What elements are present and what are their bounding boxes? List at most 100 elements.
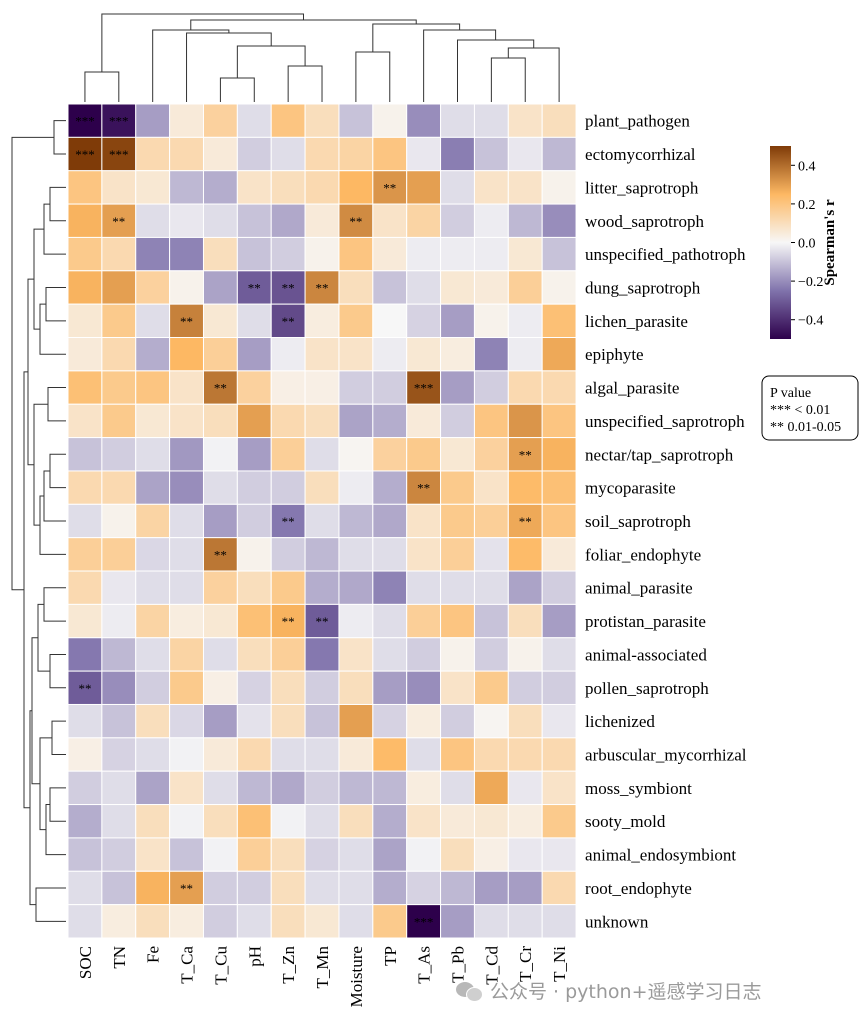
heatmap-cell bbox=[372, 870, 408, 906]
dendrogram-link bbox=[490, 57, 526, 102]
heatmap-cell bbox=[338, 337, 374, 372]
heatmap-cell bbox=[236, 904, 272, 939]
heatmap-cell bbox=[406, 703, 442, 739]
heatmap-cell bbox=[202, 136, 238, 172]
row-label: animal-associated bbox=[585, 645, 707, 664]
dendrogram-link bbox=[49, 653, 66, 689]
heatmap-cell bbox=[236, 403, 272, 439]
heatmap-cell bbox=[135, 737, 171, 772]
heatmap-cell bbox=[440, 170, 475, 205]
heatmap-cell bbox=[169, 170, 204, 205]
heatmap-cell bbox=[338, 437, 374, 472]
heatmap-cell bbox=[338, 670, 374, 705]
significance-label: ** bbox=[214, 381, 227, 396]
heatmap-cell bbox=[236, 837, 272, 872]
heatmap-cell bbox=[541, 804, 577, 839]
heatmap-cell bbox=[440, 236, 475, 272]
heatmap-cell bbox=[440, 370, 475, 405]
heatmap-cell bbox=[135, 904, 171, 939]
heatmap-cell bbox=[135, 603, 171, 639]
heatmap-cell bbox=[135, 403, 171, 439]
heatmap-cell bbox=[541, 603, 577, 639]
column-label: T_Ni bbox=[550, 946, 569, 982]
heatmap-cell bbox=[473, 236, 509, 272]
heatmap-cell bbox=[202, 470, 238, 505]
heatmap-cell bbox=[101, 637, 137, 672]
legend-frame bbox=[761, 375, 859, 441]
heatmap-cell bbox=[169, 370, 204, 405]
heatmap-cell bbox=[406, 470, 442, 505]
heatmap-cell bbox=[135, 570, 171, 605]
dendrogram-link bbox=[372, 23, 461, 52]
heatmap-cell bbox=[169, 503, 204, 539]
heatmap-cell bbox=[202, 770, 238, 806]
dendrogram-link bbox=[49, 787, 66, 822]
heatmap-cell bbox=[202, 837, 238, 872]
heatmap-cell bbox=[135, 170, 171, 205]
heatmap-cell bbox=[236, 437, 272, 472]
column-label: T_As bbox=[415, 946, 434, 984]
row-label: lichenized bbox=[585, 712, 655, 731]
heatmap-cell bbox=[101, 370, 137, 405]
heatmap-cell bbox=[135, 370, 171, 405]
dendrogram-link bbox=[190, 19, 417, 30]
significance-label: *** bbox=[75, 147, 95, 162]
row-label: nectar/tap_saprotroph bbox=[585, 445, 734, 464]
heatmap-cell bbox=[135, 637, 171, 672]
heatmap-cell bbox=[270, 770, 306, 806]
heatmap-cell bbox=[270, 703, 306, 739]
heatmap-cell bbox=[135, 837, 171, 872]
heatmap-cell bbox=[541, 403, 577, 439]
heatmap-cell bbox=[372, 570, 408, 605]
heatmap-cell bbox=[473, 136, 509, 172]
heatmap-cell bbox=[67, 437, 103, 472]
heatmap-cell bbox=[406, 303, 442, 339]
heatmap-cell bbox=[507, 370, 543, 405]
heatmap-cell bbox=[440, 470, 475, 505]
heatmap-cell bbox=[372, 403, 408, 439]
heatmap-cell bbox=[101, 904, 137, 939]
heatmap-cell bbox=[406, 637, 442, 672]
heatmap-cell bbox=[372, 203, 408, 238]
heatmap-cell bbox=[507, 904, 543, 939]
heatmap-cell bbox=[169, 437, 204, 472]
heatmap-cell bbox=[372, 370, 408, 405]
heatmap-cell bbox=[541, 236, 577, 272]
column-label: TN bbox=[110, 946, 129, 969]
significance-label: *** bbox=[75, 114, 95, 129]
column-label: Moisture bbox=[347, 946, 366, 1007]
heatmap-cell bbox=[270, 470, 306, 505]
heatmap-cell bbox=[507, 804, 543, 839]
heatmap-cell bbox=[236, 670, 272, 705]
heatmap-cell bbox=[169, 103, 204, 138]
heatmap-cell bbox=[270, 637, 306, 672]
heatmap-cell bbox=[372, 804, 408, 839]
row-label: unknown bbox=[585, 912, 649, 931]
heatmap-cell bbox=[304, 136, 340, 172]
heatmap-cell bbox=[135, 503, 171, 539]
heatmap-cell bbox=[338, 136, 374, 172]
heatmap-cell bbox=[507, 737, 543, 772]
heatmap-cell bbox=[202, 170, 238, 205]
heatmap-cell bbox=[236, 637, 272, 672]
significance-label: ** bbox=[519, 514, 532, 529]
pvalue-legend: P value *** < 0.01 ** 0.01-0.05 bbox=[761, 375, 859, 441]
heatmap-cell bbox=[304, 670, 340, 705]
significance-label: ** bbox=[180, 314, 193, 329]
significance-label: ** bbox=[282, 614, 295, 629]
dendrogram-link bbox=[33, 228, 44, 330]
colorbar-gradient bbox=[770, 146, 791, 339]
heatmap-cell bbox=[440, 503, 475, 539]
heatmap-cell bbox=[372, 537, 408, 572]
heatmap-cell bbox=[541, 904, 577, 939]
heatmap-cell bbox=[67, 570, 103, 605]
heatmap-cell bbox=[473, 904, 509, 939]
heatmap-cell bbox=[135, 136, 171, 172]
significance-label: ** bbox=[417, 481, 430, 496]
heatmap-cell bbox=[202, 303, 238, 339]
heatmap-cell bbox=[338, 570, 374, 605]
heatmap-cell bbox=[169, 236, 204, 272]
heatmap-cell bbox=[338, 804, 374, 839]
significance-label: ** bbox=[282, 280, 295, 295]
heatmap-cell bbox=[541, 103, 577, 138]
